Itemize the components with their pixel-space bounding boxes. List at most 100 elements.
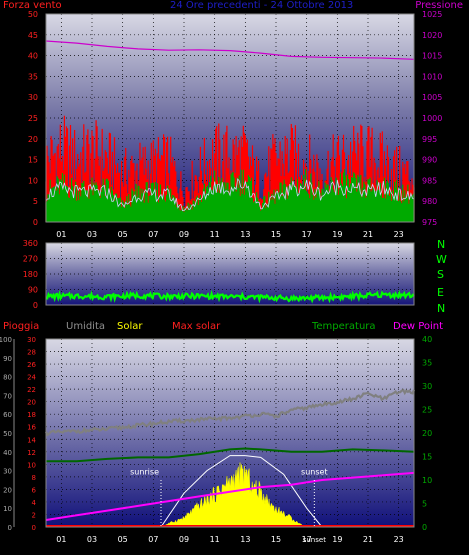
direction-label-e: E (437, 286, 444, 299)
temperature-tick-label: 20 (422, 429, 432, 438)
temperature-tick-label: 40 (422, 335, 432, 344)
pressure-tick-label: 1015 (422, 52, 442, 61)
rain-tick-label: 16 (27, 424, 36, 432)
wind-pressure-panel: 0510152025303540455097598098599099510001… (28, 10, 443, 239)
pressure-tick-label: 995 (422, 135, 437, 144)
direction-label-n-top: N (437, 238, 446, 251)
hour-tick-label: 09 (179, 535, 189, 544)
legend-dew-point: Dew Point (393, 321, 444, 332)
hour-tick-label: 03 (87, 535, 97, 544)
legend-rain: Pioggia (3, 321, 40, 332)
humidity-tick-label: 40 (3, 449, 12, 457)
hour-tick-label: 05 (118, 535, 128, 544)
rain-tick-label: 30 (27, 336, 36, 344)
wind-tick-label: 0 (33, 218, 38, 227)
wind-tick-label: 20 (28, 135, 38, 144)
rain-tick-label: 6 (32, 486, 37, 494)
humidity-tick-label: 100 (0, 336, 12, 344)
temperature-line (46, 447, 415, 463)
hour-tick-label: 23 (394, 230, 404, 239)
pressure-tick-label: 1005 (422, 93, 442, 102)
humidity-tick-label: 20 (3, 486, 12, 494)
humidity-tick-label: 70 (3, 392, 12, 400)
wind-tick-label: 15 (28, 156, 38, 165)
hour-tick-label: 07 (148, 535, 158, 544)
direction-tick-label: 90 (28, 286, 38, 295)
solar-area (160, 462, 307, 528)
wind-tick-label: 30 (28, 93, 38, 102)
rain-tick-label: 0 (32, 524, 36, 532)
pressure-tick-label: 1020 (422, 31, 442, 40)
sunset-label: sunset (301, 467, 328, 476)
pressure-tick-label: 1010 (422, 72, 442, 81)
hour-tick-label: 13 (240, 535, 250, 544)
pressure-tick-label: 985 (422, 176, 437, 185)
rain-tick-label: 4 (32, 499, 37, 507)
pressure-tick-label: 975 (422, 218, 437, 227)
rain-tick-label: 22 (27, 386, 36, 394)
sunset-tick-label: sunset (303, 536, 326, 544)
hour-tick-label: 01 (56, 535, 66, 544)
wind-average-line (45, 178, 415, 212)
hour-tick-label: 19 (332, 535, 342, 544)
direction-panel: 0 90 180 270 360 (23, 239, 415, 310)
humidity-tick-label: 50 (3, 430, 12, 438)
hour-tick-label: 01 (56, 230, 66, 239)
legend-temperature: Temperatura (312, 321, 376, 332)
humidity-line (45, 388, 416, 437)
hour-tick-label: 21 (363, 230, 373, 239)
max-solar-line (160, 455, 323, 528)
wind-tick-label: 35 (28, 72, 38, 81)
hour-tick-label: 07 (148, 230, 158, 239)
legend-humidity: Umidita (66, 321, 106, 332)
temperature-tick-label: 5 (422, 500, 427, 509)
hour-tick-label: 23 (394, 535, 404, 544)
direction-line (45, 289, 415, 304)
rain-tick-label: 2 (32, 511, 36, 519)
temperature-tick-label: 15 (422, 453, 432, 462)
rain-tick-label: 26 (27, 361, 36, 369)
wind-axis-title: Forza vento (3, 0, 62, 11)
temperature-tick-label: 30 (422, 382, 432, 391)
temperature-tick-label: 35 (422, 359, 432, 368)
pressure-tick-label: 1000 (422, 114, 442, 123)
humidity-tick-label: 80 (3, 374, 12, 382)
rain-tick-label: 14 (27, 436, 36, 444)
wind-tick-label: 25 (28, 114, 38, 123)
temperature-tick-label: 0 (422, 523, 427, 532)
direction-tick-label: 270 (23, 255, 38, 264)
direction-tick-label: 360 (23, 239, 38, 248)
rain-tick-label: 10 (27, 461, 36, 469)
wind-tick-label: 40 (28, 52, 38, 61)
rain-tick-label: 8 (32, 474, 36, 482)
direction-tick-label: 180 (23, 270, 38, 279)
temperature-tick-label: 25 (422, 406, 432, 415)
direction-plot-border (45, 242, 415, 306)
rain-tick-label: 20 (27, 399, 36, 407)
humidity-tick-label: 90 (3, 355, 12, 363)
hour-tick-label: 21 (363, 535, 373, 544)
direction-label-n-bottom: N (437, 302, 446, 315)
rain-tick-label: 12 (27, 449, 36, 457)
wind-tick-label: 45 (28, 31, 38, 40)
hour-tick-label: 19 (332, 230, 342, 239)
humidity-tick-label: 10 (3, 505, 12, 513)
hour-tick-label: 09 (179, 230, 189, 239)
hour-tick-label: 15 (271, 230, 281, 239)
hour-tick-label: 15 (271, 535, 281, 544)
hour-tick-label: 17 (302, 230, 312, 239)
pressure-axis-title: Pressione (415, 0, 463, 11)
rain-tick-label: 24 (27, 374, 36, 382)
pressure-line (45, 40, 415, 60)
pressure-tick-label: 1025 (422, 10, 442, 19)
wind-tick-label: 10 (28, 176, 38, 185)
legend-solar: Solar (117, 321, 143, 332)
temp-plot-border (45, 338, 415, 528)
hour-tick-label: 03 (87, 230, 97, 239)
pressure-tick-label: 990 (422, 156, 437, 165)
page-title: 24 Ore precedenti - 24 Ottobre 2013 (170, 0, 354, 11)
hour-tick-label: 11 (210, 535, 220, 544)
humidity-tick-label: 30 (3, 468, 12, 476)
